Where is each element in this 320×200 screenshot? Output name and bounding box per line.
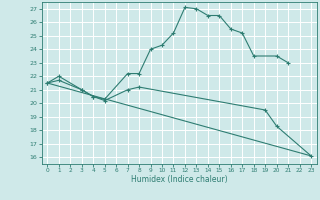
X-axis label: Humidex (Indice chaleur): Humidex (Indice chaleur): [131, 175, 228, 184]
